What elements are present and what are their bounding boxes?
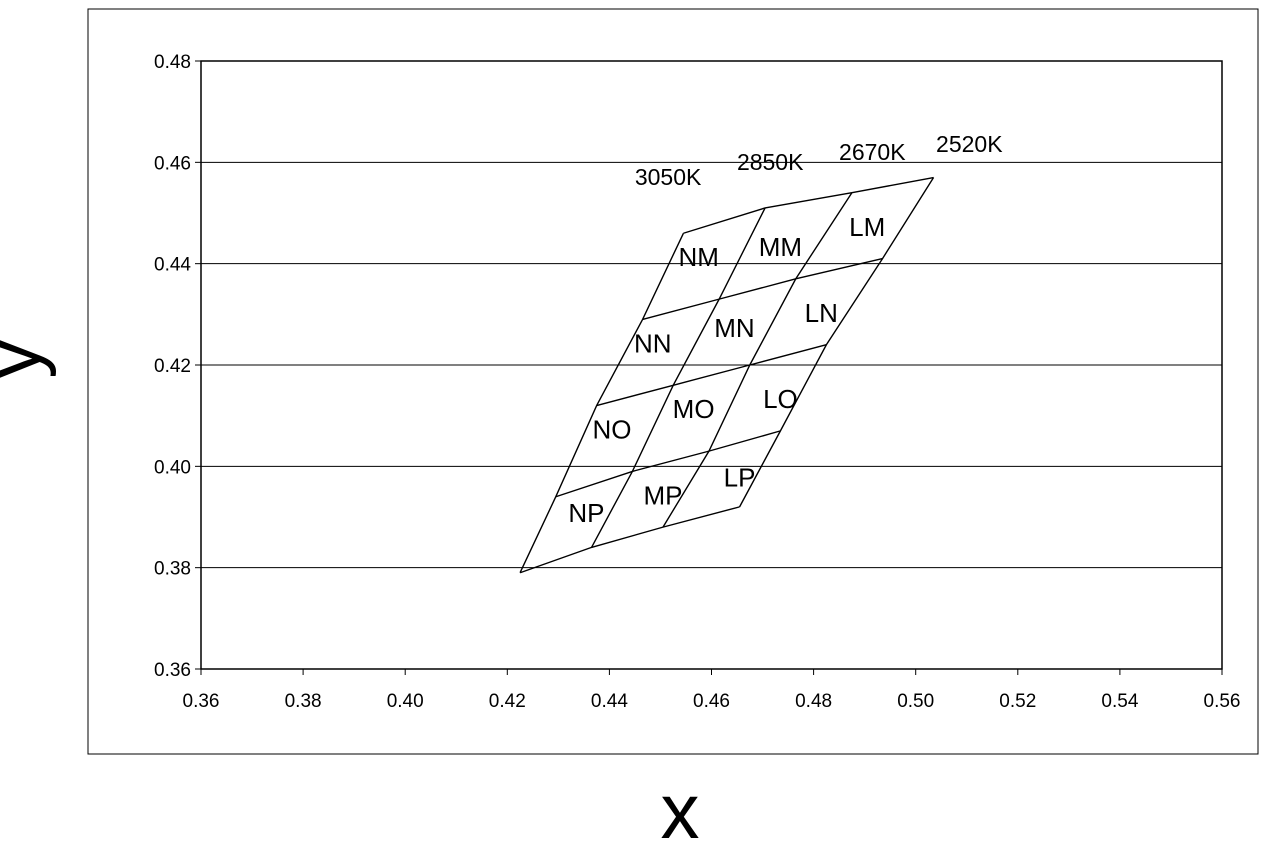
x-tick-label: 0.48 <box>795 691 832 712</box>
bin-label-mm: MM <box>759 232 802 262</box>
cct-label-2520k: 2520K <box>936 131 1003 157</box>
x-tick-label: 0.44 <box>591 691 628 712</box>
x-tick-label: 0.38 <box>285 691 322 712</box>
bin-label-ln: LN <box>805 298 838 328</box>
x-tick-label: 0.50 <box>897 691 934 712</box>
cct-label-2670k: 2670K <box>839 139 906 165</box>
x-tick-label: 0.46 <box>693 691 730 712</box>
x-tick-label: 0.40 <box>387 691 424 712</box>
y-tick-label: 0.38 <box>154 559 191 580</box>
x-tick-label: 0.52 <box>999 691 1036 712</box>
bin-row-line-2 <box>596 344 827 407</box>
bin-label-lo: LO <box>763 384 798 414</box>
bin-labels: NP MP LP NO MO LO NN MN LN NM MM LM <box>568 212 885 528</box>
bin-label-lm: LM <box>849 212 885 242</box>
bin-label-np: NP <box>568 498 604 528</box>
cct-labels: 3050K 2850K 2670K 2520K <box>635 131 1003 190</box>
bin-row-line-3 <box>642 257 883 321</box>
y-tick-label: 0.48 <box>154 52 191 73</box>
bin-label-nn: NN <box>634 328 672 358</box>
gridlines <box>201 161 1222 569</box>
y-tick-label: 0.46 <box>154 153 191 174</box>
y-axis-title: y <box>0 340 57 379</box>
chart-frame <box>87 8 1259 755</box>
bin-label-no: NO <box>592 414 631 444</box>
bin-column-line-0 <box>519 232 685 574</box>
bin-label-mn: MN <box>714 313 754 343</box>
bin-column-line-1 <box>590 207 766 548</box>
y-tick-label: 0.44 <box>154 255 191 276</box>
y-tick-label: 0.42 <box>154 356 191 377</box>
x-tick-label: 0.54 <box>1101 691 1138 712</box>
y-tick-label: 0.40 <box>154 457 191 478</box>
x-tick-label: 0.42 <box>489 691 526 712</box>
y-axis-ticks: 0.36 0.38 0.40 0.42 0.44 0.46 0.48 <box>154 52 201 681</box>
x-axis-title: x <box>661 767 700 847</box>
bin-label-lp: LP <box>724 463 756 493</box>
bin-row-line-1 <box>555 430 781 498</box>
cct-label-2850k: 2850K <box>737 149 804 175</box>
bin-column-line-3 <box>738 177 935 508</box>
bin-label-nm: NM <box>679 242 719 272</box>
bin-label-mo: MO <box>673 394 715 424</box>
bin-row-line-0 <box>519 506 740 574</box>
x-tick-label: 0.36 <box>183 691 220 712</box>
binning-grid <box>519 176 935 574</box>
x-axis-ticks: 0.36 0.38 0.40 0.42 0.44 0.46 0.48 0.50 0.52 0.54… <box>183 669 1241 712</box>
cct-label-3050k: 3050K <box>635 164 702 190</box>
x-tick-label: 0.56 <box>1204 691 1241 712</box>
bin-column-line-2 <box>662 192 853 528</box>
bin-row-line-4 <box>683 176 934 234</box>
bin-label-mp: MP <box>644 480 683 510</box>
y-tick-label: 0.36 <box>154 660 191 681</box>
